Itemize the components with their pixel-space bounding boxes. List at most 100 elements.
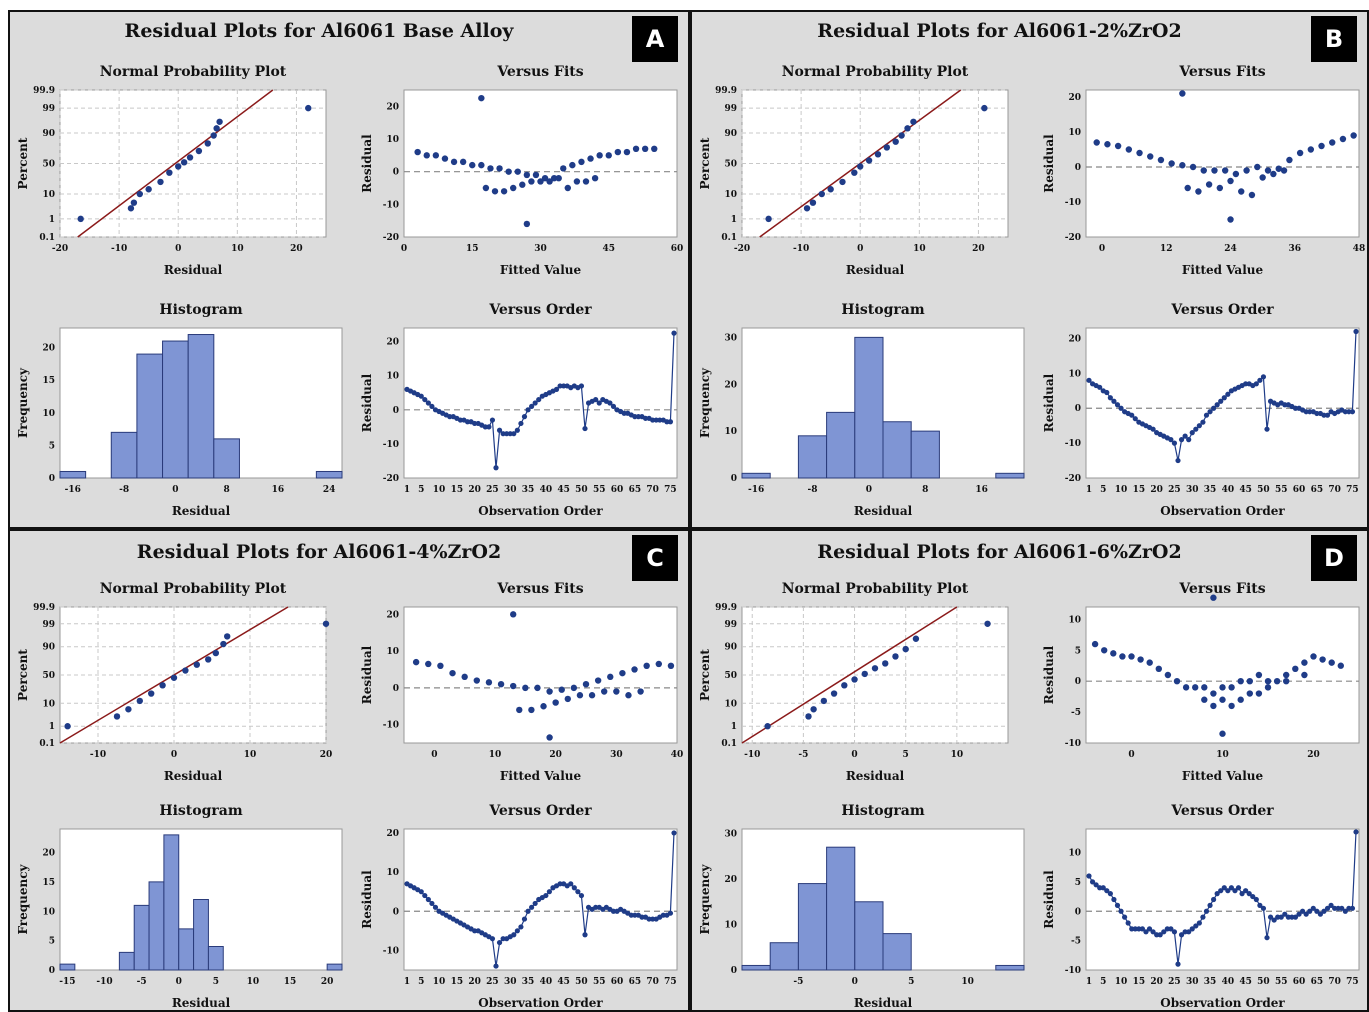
y-tick-label: 20 [42,344,55,354]
data-point [664,419,670,425]
x-tick-label: 1 [404,485,410,495]
data-point [472,928,478,934]
x-axis-label: Residual [846,769,905,783]
y-tick-label: 5 [1075,878,1081,888]
data-point [432,904,439,910]
data-point [660,912,666,918]
x-axis-label: Fitted Value [500,769,582,783]
data-point [504,431,510,437]
data-point [1350,132,1357,139]
y-tick-label: 10 [724,699,737,709]
histogram-bar [826,846,856,971]
panel-title: Residual Plots for Al6061-6%ZrO2 [817,541,1182,563]
plot-title: Versus Order [488,302,592,318]
data-point [1303,911,1309,917]
data-point [437,662,444,670]
data-point [418,393,424,399]
x-tick-label: 10 [961,977,974,987]
data-point [1150,426,1156,432]
normal-plot: Normal Probability Plot Residual Percent -1… [16,581,332,783]
x-tick-label: 5 [213,977,219,987]
data-point [1257,377,1263,383]
data-point [1155,665,1162,673]
x-tick-label: 10 [913,244,926,254]
y-tick-label: 99 [724,620,737,630]
y-tick-label: 50 [724,671,737,681]
histogram-bar [741,964,771,971]
y-tick-label: 10 [724,427,737,437]
data-point [1267,914,1274,920]
data-point [1189,430,1195,436]
data-point [1111,896,1117,903]
data-point [425,660,432,668]
data-point [1339,905,1345,911]
data-point [902,645,909,653]
data-point [1211,167,1218,174]
data-point [851,676,858,683]
plot-frame [403,606,678,744]
x-tick-label: 0 [431,750,437,760]
data-point [130,199,138,206]
x-tick-label: 1 [1086,977,1092,987]
data-point [1195,188,1202,195]
data-point [1324,412,1331,418]
data-point [1319,656,1326,663]
data-point [553,386,560,392]
y-tick-label: -10 [383,721,399,731]
data-point [541,175,549,182]
histogram-bar [995,472,1025,479]
data-point [830,690,838,697]
data-point [557,383,563,389]
histogram-bar [797,435,828,479]
data-point [1196,423,1202,429]
data-point [1273,677,1281,685]
x-tick-label: 15 [451,977,464,987]
x-tick-label: 5 [908,977,914,987]
x-tick-label: 65 [1311,977,1324,987]
x-tick-label: 20 [321,977,334,987]
data-point [643,662,650,670]
histogram-bar [162,340,189,479]
data-point [601,688,608,695]
data-point [469,161,476,169]
x-tick-label: 40 [1222,485,1235,495]
panel-title: Residual Plots for Al6061 Base Alloy [124,20,514,42]
data-point [1253,381,1259,387]
data-point [1321,412,1327,418]
data-point [1147,153,1154,160]
panel-letter-badge: C [632,535,678,581]
data-point [1201,684,1208,691]
x-axis-label: Residual [164,769,223,783]
data-point [1239,891,1245,897]
plot-title: Histogram [841,302,924,318]
fit-line [741,606,958,744]
data-point [1286,156,1293,164]
data-point [1210,702,1217,710]
y-axis-label: Residual [1042,373,1056,432]
x-tick-label: -5 [793,977,803,987]
normal-plot: Normal Probability Plot Residual Percent -2… [16,64,327,277]
y-tick-label: 10 [1068,369,1081,379]
data-point [1119,653,1126,660]
plot-frame [1085,89,1360,238]
data-point [523,220,531,228]
y-tick-label: 20 [386,338,399,348]
x-tick-label: 10 [951,750,964,760]
x-tick-label: 45 [602,244,615,254]
data-point [646,916,652,922]
data-point [639,914,645,920]
y-tick-label: -20 [383,474,399,484]
data-point [136,697,143,705]
x-tick-label: 16 [975,485,988,495]
x-tick-label: 20 [468,977,481,987]
data-point [650,417,656,423]
y-tick-label: 0 [393,406,399,416]
data-point [1307,146,1315,153]
data-point [1086,873,1092,879]
data-point [984,620,991,627]
data-point [1342,409,1348,415]
data-point [1321,908,1327,914]
histogram-bar [315,470,343,479]
data-point [496,165,503,172]
data-point [865,157,873,164]
